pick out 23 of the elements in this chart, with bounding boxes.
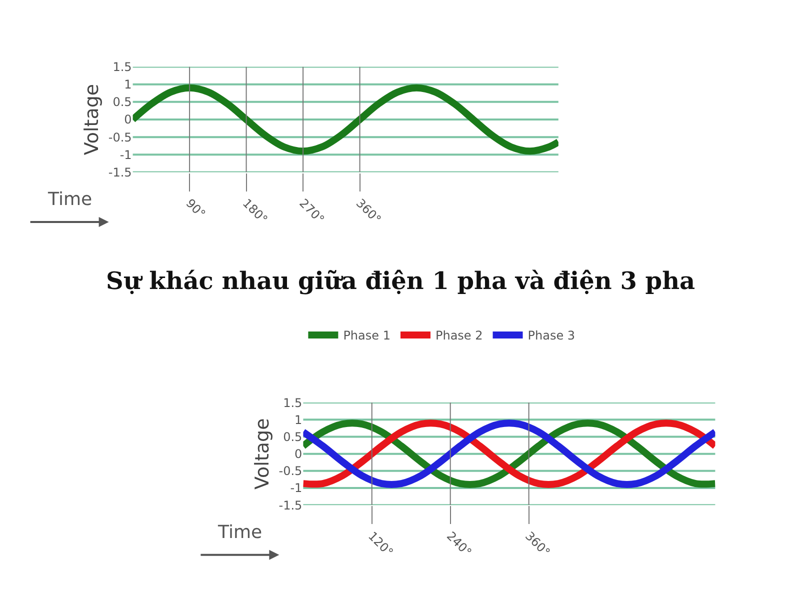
y-tick-label: 0.5 [283, 430, 302, 444]
x-tick-label: 90° [183, 196, 208, 222]
y-tick-label: 1.5 [112, 60, 132, 74]
legend-label: Phase 2 [435, 328, 483, 343]
y-tick-label: -1.5 [108, 165, 132, 180]
y-tick-label: -1.5 [278, 498, 302, 512]
y-tick-label: -1 [290, 481, 302, 496]
legend-label: Phase 3 [528, 328, 576, 343]
x-axis-title: Time [217, 522, 262, 543]
y-tick-label: 0 [294, 447, 302, 462]
legend-label: Phase 1 [343, 328, 390, 343]
y-axis-title: Voltage [81, 84, 104, 156]
y-tick-label: -0.5 [108, 130, 132, 144]
x-axis-title: Time [47, 189, 92, 210]
y-tick-label: -0.5 [278, 464, 302, 478]
y-tick-label: 0.5 [112, 95, 132, 110]
y-tick-label: -1 [120, 148, 132, 162]
y-tick-label: 1 [294, 412, 302, 427]
y-tick-label: 0 [124, 112, 132, 127]
y-axis-title: Voltage [252, 418, 274, 490]
y-tick-label: 1.5 [283, 396, 302, 410]
chart-title: Sự khác nhau giữa điện 1 pha và điện 3 pha [106, 266, 696, 295]
y-tick-label: 1 [124, 78, 132, 92]
